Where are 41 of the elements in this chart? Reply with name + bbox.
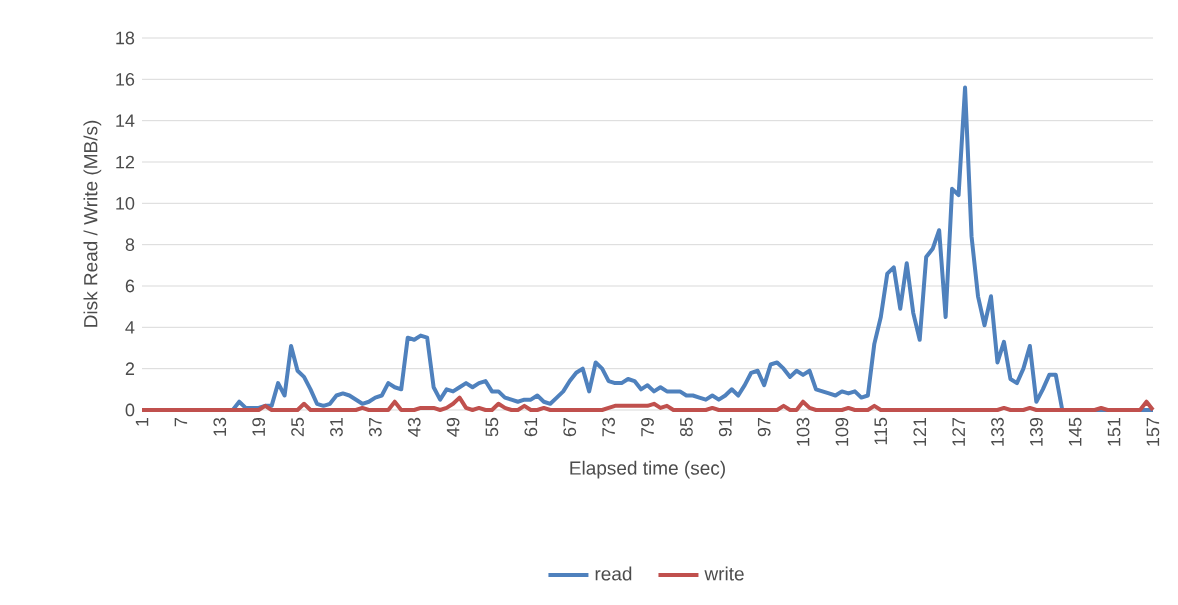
x-tick-label: 55 [485, 417, 499, 437]
x-tick-label: 37 [368, 417, 382, 437]
x-tick-label: 61 [524, 417, 538, 437]
y-tick-label: 0 [125, 403, 135, 417]
x-tick-label: 19 [252, 417, 266, 436]
y-tick-label: 4 [125, 321, 135, 334]
y-tick-label: 8 [125, 238, 135, 252]
y-tick-label: 2 [125, 362, 135, 375]
legend-label: write [704, 566, 744, 581]
y-tick-label: 14 [116, 114, 135, 127]
x-axis-title: Elapsed time (sec) [570, 460, 725, 479]
x-tick-label: 91 [718, 417, 732, 437]
x-tick-label: 25 [291, 417, 304, 437]
x-tick-label: 49 [446, 417, 460, 437]
y-tick-label: 16 [116, 72, 135, 86]
x-tick-label: 115 [874, 417, 888, 445]
x-tick-label: 151 [1107, 417, 1121, 446]
y-axis-title: Disk Read / Write (MB/s) [83, 120, 102, 327]
x-tick-label: 139 [1029, 417, 1043, 446]
x-tick-label: 157 [1146, 417, 1160, 446]
x-tick-label: 31 [330, 417, 343, 437]
x-tick-label: 73 [602, 417, 616, 437]
x-tick-label: 103 [796, 417, 810, 446]
x-tick-label: 79 [641, 417, 654, 437]
y-tick-label: 18 [116, 31, 135, 45]
x-tick-label: 85 [680, 417, 693, 437]
y-tick-label: 6 [125, 279, 135, 293]
x-tick-label: 13 [213, 417, 227, 436]
y-tick-label: 12 [116, 155, 135, 169]
x-tick-label: 97 [757, 417, 771, 437]
x-tick-label: 145 [1068, 417, 1082, 446]
x-tick-label: 7 [174, 417, 188, 427]
x-tick-label: 1 [135, 417, 149, 426]
legend-label: read [595, 566, 632, 581]
x-tick-label: 67 [563, 417, 577, 437]
x-tick-label: 133 [991, 417, 1004, 446]
x-tick-label: 127 [952, 417, 965, 446]
x-tick-label: 121 [913, 417, 926, 446]
x-tick-label: 43 [407, 417, 421, 437]
y-tick-label: 10 [116, 196, 135, 210]
x-tick-label: 109 [835, 417, 849, 446]
